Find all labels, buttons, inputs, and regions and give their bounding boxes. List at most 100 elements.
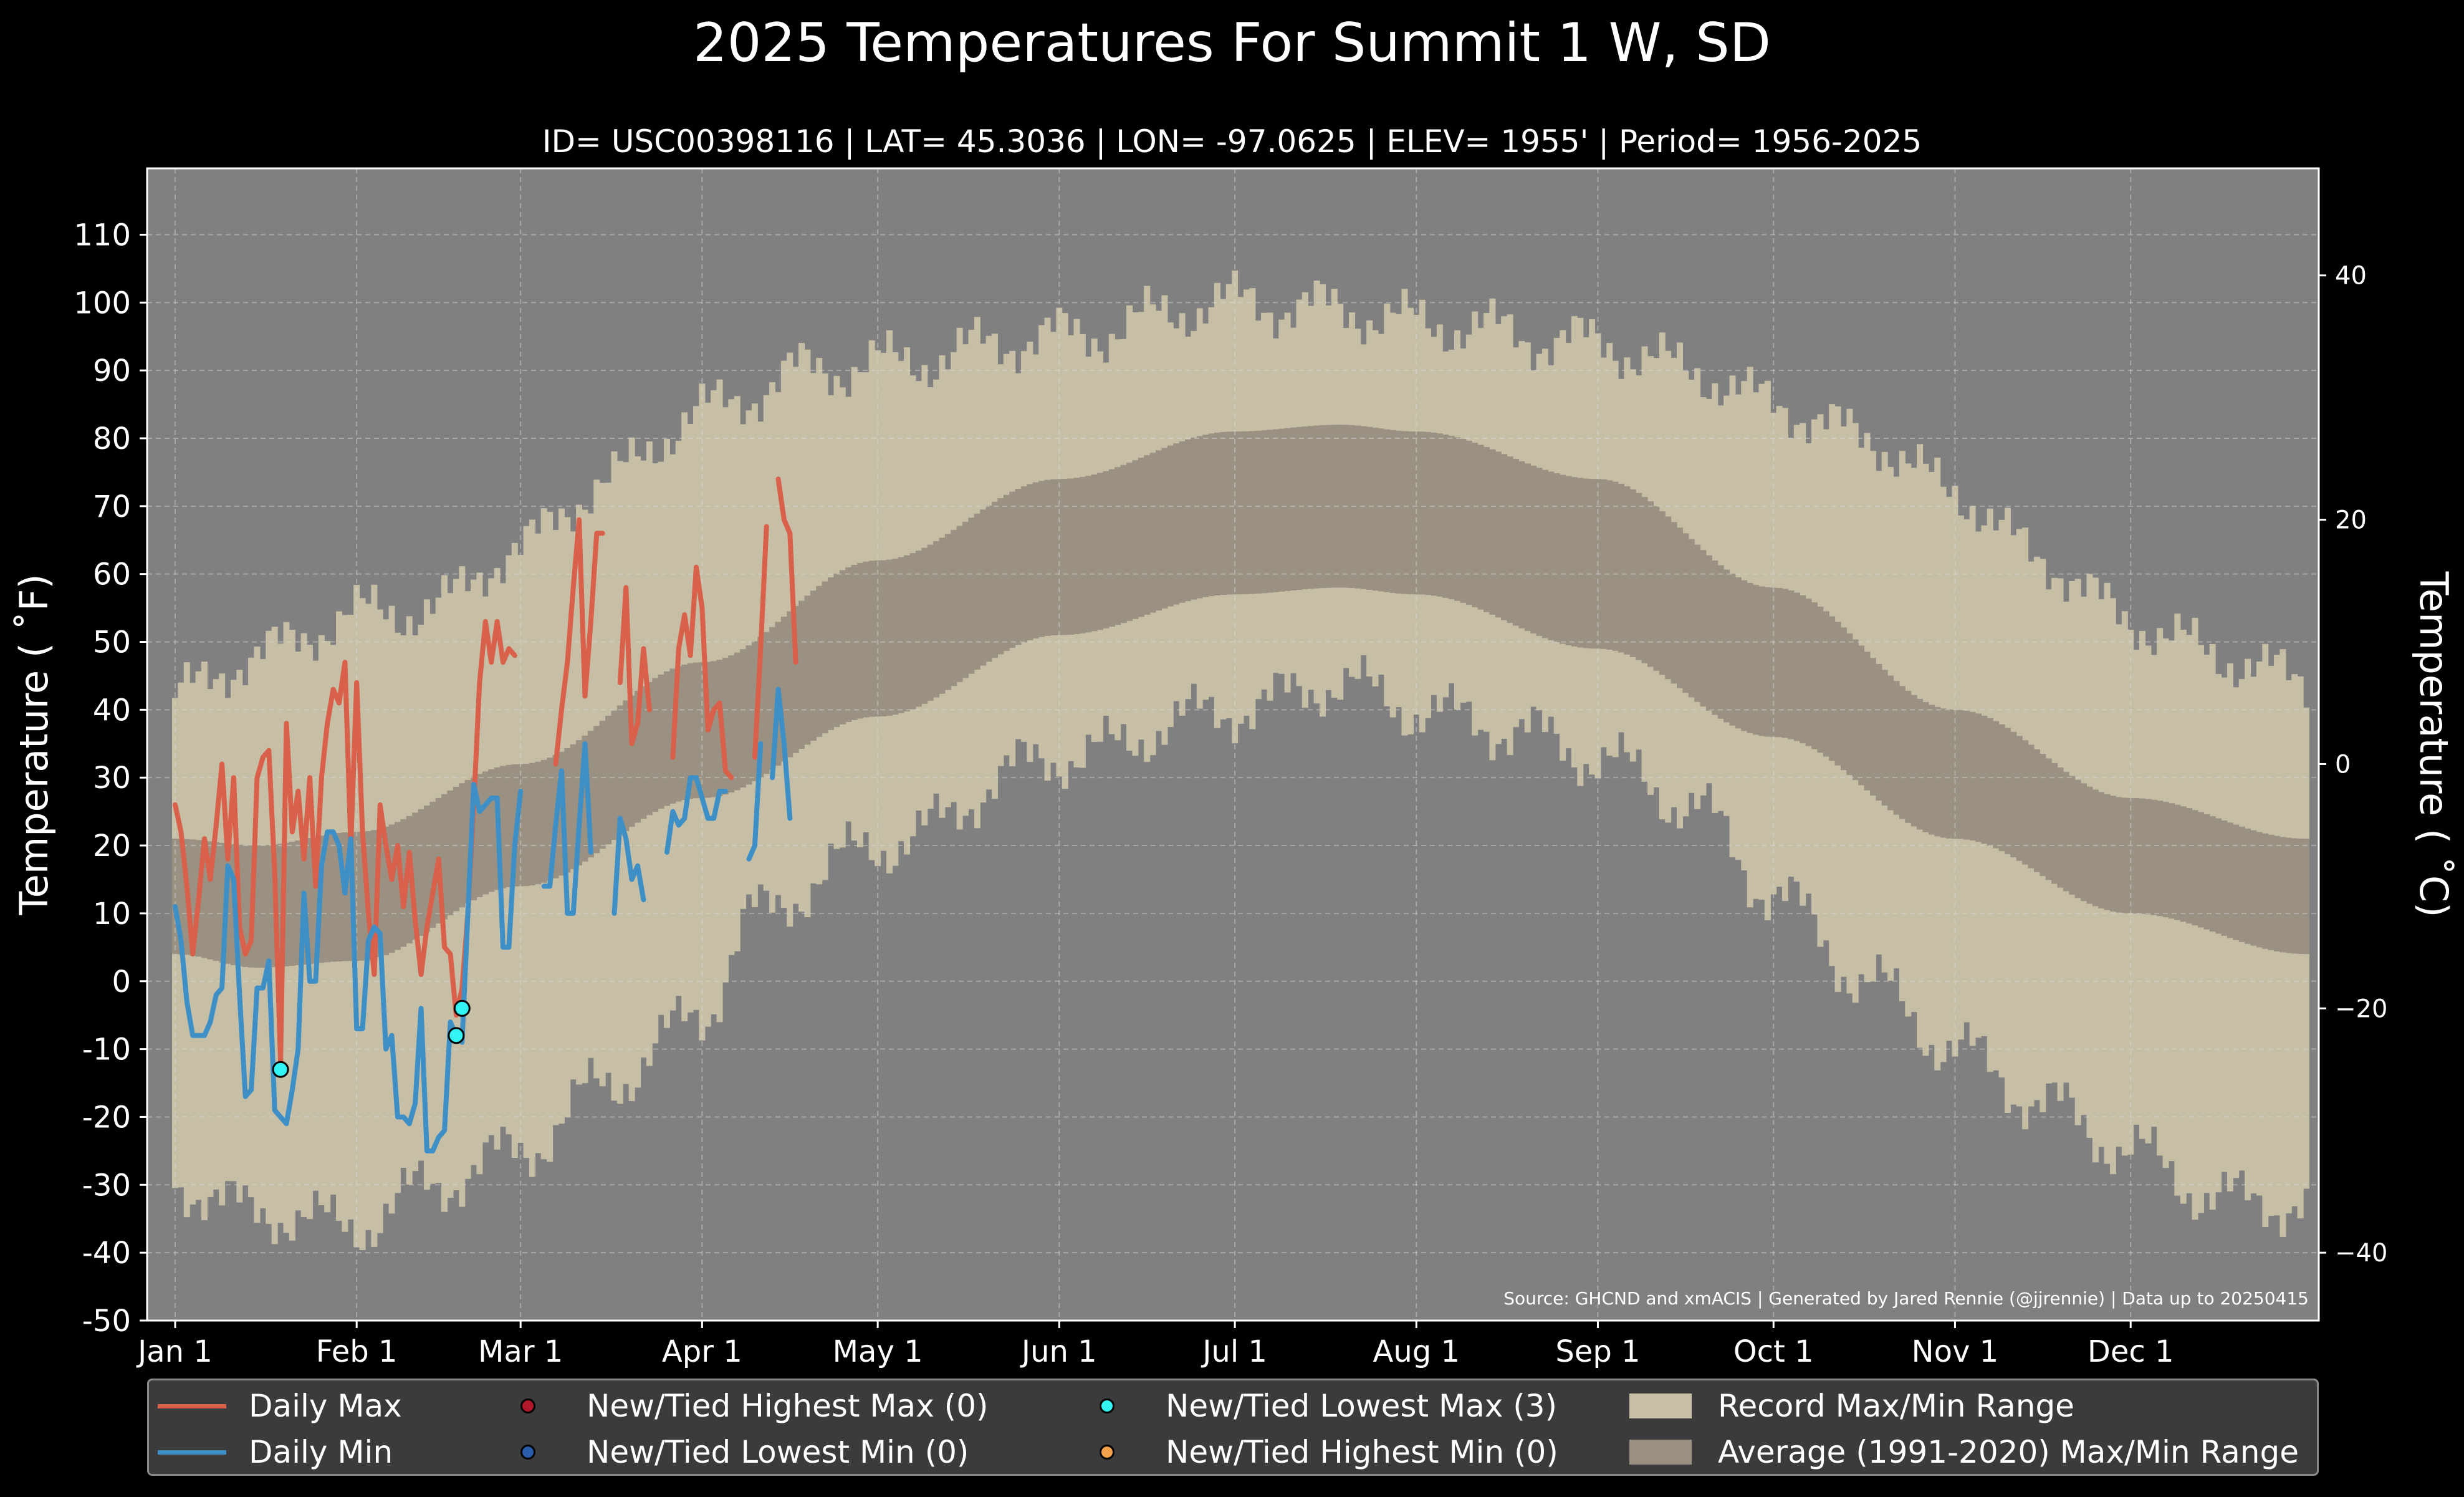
normal-band-bar	[1606, 480, 1613, 650]
y-right-tick-label: 40	[2335, 262, 2367, 291]
normal-band-bar	[523, 764, 530, 887]
normal-band-bar	[1636, 493, 1642, 660]
normal-band-bar	[687, 663, 694, 799]
normal-band-bar	[2174, 804, 2181, 920]
normal-band-bar	[1320, 425, 1326, 589]
normal-band-bar	[1641, 497, 1648, 663]
y-tick-label: 0	[112, 965, 131, 999]
normal-band-bar	[1758, 586, 1765, 736]
daily-min-line	[173, 686, 793, 1153]
normal-band-bar	[1665, 516, 1672, 680]
normal-band-bar	[423, 805, 430, 932]
x-tick-label: Oct 1	[1733, 1334, 1814, 1369]
normal-band-bar	[2291, 838, 2298, 954]
normal-band-bar	[1946, 709, 1953, 839]
normal-band-bar	[1928, 705, 1935, 835]
normal-band-bar	[1009, 491, 1016, 648]
normal-band-bar	[1671, 522, 1677, 684]
legend-label: New/Tied Highest Max (0)	[587, 1388, 989, 1424]
normal-band-bar	[787, 611, 793, 758]
normal-band-bar	[1425, 431, 1432, 595]
normal-band-bar	[792, 606, 799, 753]
normal-band-bar	[1431, 432, 1437, 596]
normal-band-bar	[2010, 731, 2017, 858]
normal-band-bar	[242, 845, 249, 967]
normal-band-bar	[2285, 837, 2292, 953]
record-band-bar	[2197, 645, 2204, 1213]
normal-band-bar	[1407, 431, 1414, 595]
normal-band-bar	[1788, 590, 1795, 739]
x-tick-label: Sep 1	[1555, 1334, 1640, 1369]
normal-band-bar	[2274, 835, 2281, 951]
normal-band-bar	[582, 735, 588, 862]
normal-band-bar	[219, 842, 226, 963]
normal-band-bar	[1723, 569, 1730, 723]
normal-band-bar	[1594, 479, 1601, 649]
normal-band-bar	[1495, 451, 1502, 618]
normal-band-bar	[997, 498, 1004, 655]
normal-band-bar	[2238, 826, 2245, 942]
normal-band-bar	[2145, 799, 2152, 915]
normal-band-bar	[1032, 482, 1039, 638]
normal-band-bar	[1372, 427, 1379, 591]
normal-band-bar	[447, 790, 454, 915]
normal-band-bar	[1688, 539, 1695, 698]
y-right-tick-label: −40	[2335, 1239, 2387, 1268]
normal-band-bar	[898, 557, 904, 713]
normal-band-bar	[1957, 710, 1964, 839]
normal-band-bar	[1489, 449, 1496, 615]
normal-band-bar	[711, 661, 717, 797]
normal-band-bar	[863, 561, 870, 718]
normal-band-bar	[1512, 458, 1519, 626]
normal-band-bar	[295, 840, 302, 966]
legend-label: Daily Min	[249, 1434, 393, 1470]
y-tick-label: 110	[74, 218, 131, 253]
normal-band-bar	[1776, 587, 1783, 738]
normal-band-bar	[2104, 794, 2111, 910]
normal-band-bar	[944, 534, 951, 690]
normal-band-bar	[1290, 427, 1297, 590]
normal-band-bar	[892, 558, 899, 715]
normal-band-bar	[330, 834, 337, 962]
normal-band-bar	[254, 845, 261, 968]
normal-band-bar	[1705, 555, 1712, 711]
y-right-tick-label: −20	[2335, 994, 2387, 1023]
normal-band-bar	[664, 671, 670, 806]
normal-band-bar	[2256, 832, 2263, 948]
lowest-max-marker	[272, 1061, 289, 1078]
normal-band-bar	[2215, 818, 2222, 934]
normal-band-bar	[974, 513, 980, 670]
normal-band-bar	[658, 674, 664, 809]
normal-band-bar	[2086, 786, 2093, 904]
normal-band-bar	[1225, 431, 1232, 595]
y-tick-label: 30	[93, 761, 131, 796]
x-tick-label: Feb 1	[316, 1334, 398, 1369]
normal-band-bar	[1934, 706, 1941, 837]
y-right-tick-label: 20	[2335, 506, 2367, 535]
normal-band-bar	[2051, 763, 2058, 884]
normal-band-bar	[1202, 435, 1209, 597]
normal-band-bar	[383, 826, 390, 955]
normal-band-bar	[1922, 702, 1929, 832]
normal-band-bar	[646, 681, 653, 816]
normal-band-bar	[1864, 652, 1871, 791]
normal-band-bar	[1629, 489, 1636, 657]
normal-band-bar	[1747, 582, 1753, 733]
y-axis-label-right: Temperature ( ˚C)	[2411, 571, 2457, 918]
plot-frame	[146, 167, 2320, 1322]
normal-band-bar	[1501, 454, 1508, 620]
x-tick-label: Mar 1	[478, 1334, 563, 1369]
normal-band-bar	[1987, 718, 1993, 846]
normal-band-bar	[1524, 463, 1531, 631]
normal-band-bar	[535, 761, 542, 885]
normal-band-bar	[1044, 479, 1051, 636]
normal-band-bar	[1952, 710, 1958, 839]
normal-band-bar	[2063, 771, 2069, 892]
normal-band-bar	[388, 824, 395, 953]
normal-band-bar	[956, 526, 963, 682]
normal-band-bar	[722, 658, 729, 795]
normal-band-bar	[1196, 436, 1203, 599]
normal-band-bar	[1091, 474, 1098, 632]
normal-band-bar	[1267, 430, 1273, 593]
legend-item: New/Tied Highest Max (0)	[496, 1384, 989, 1428]
